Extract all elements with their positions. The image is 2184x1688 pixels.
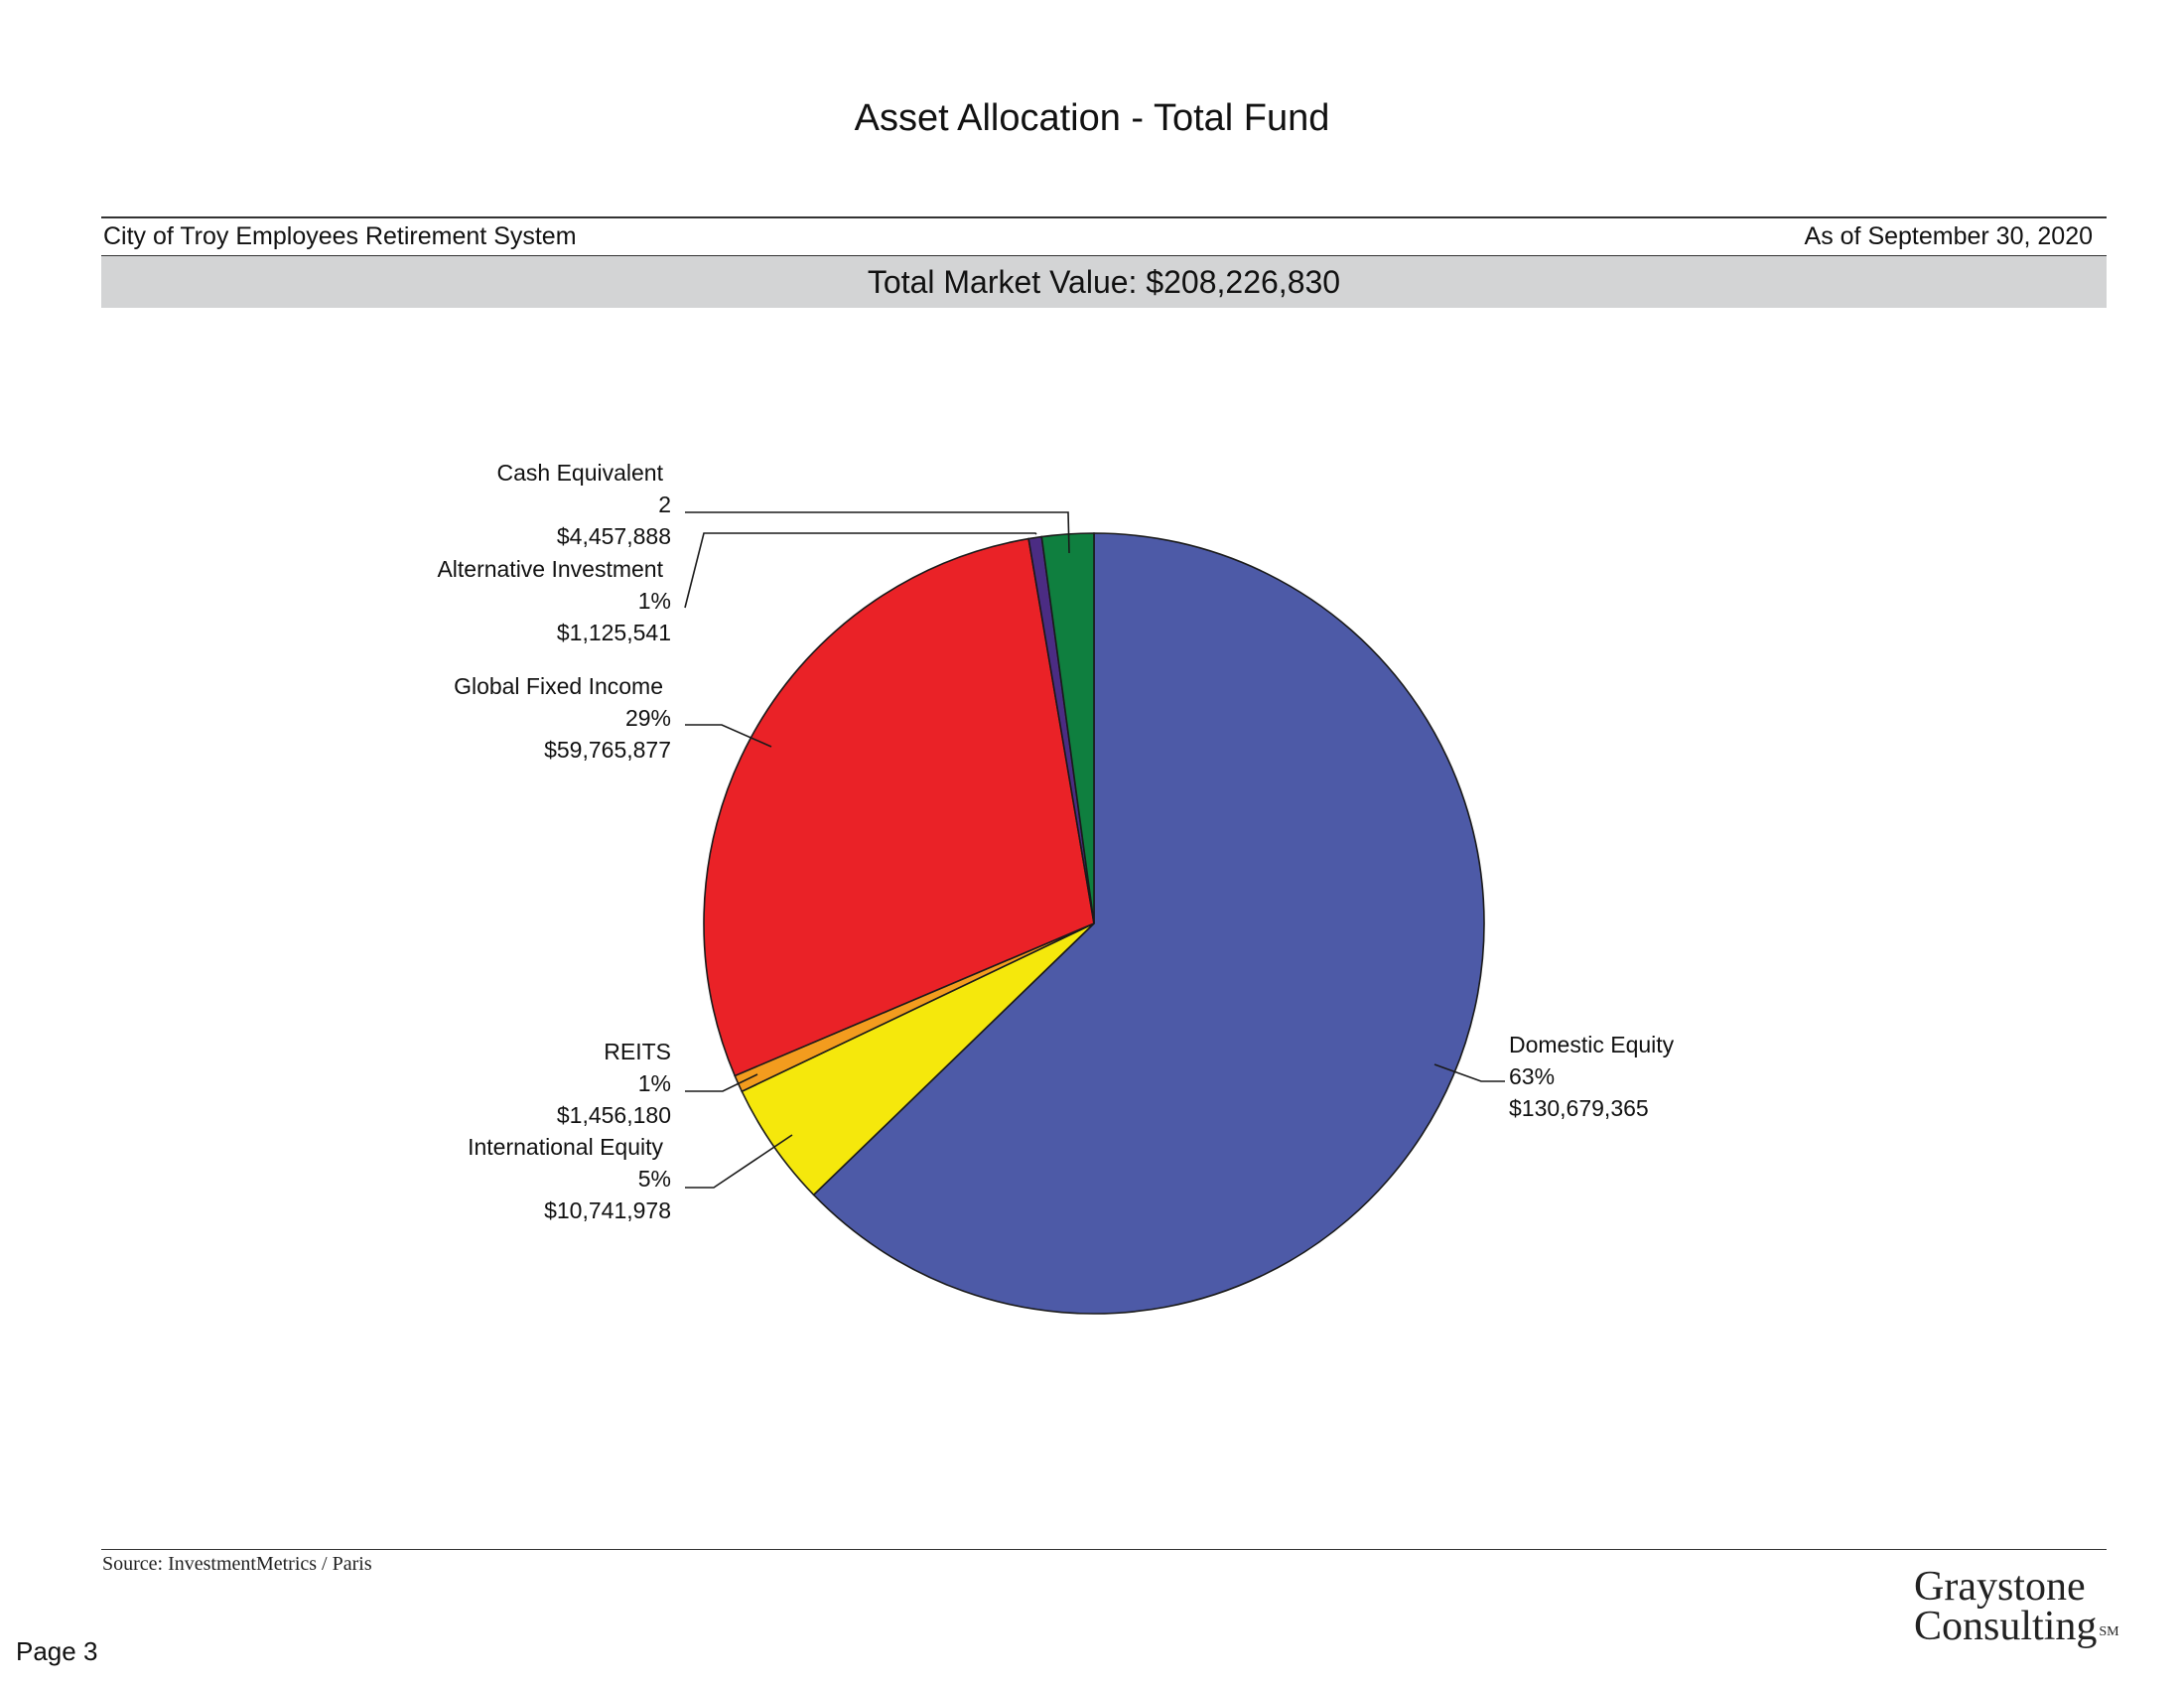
data-label-international-equity-name: International Equity: [468, 1134, 663, 1160]
data-label-international-equity-percent: 5%: [638, 1166, 671, 1192]
data-label-alternative-investment-name: Alternative Investment: [437, 556, 663, 582]
data-label-cash-equivalent-percent: 2: [658, 492, 671, 517]
source-note: Source: InvestmentMetrics / Paris: [102, 1553, 372, 1575]
data-label-global-fixed-income-name: Global Fixed Income: [454, 673, 663, 699]
data-label-alternative-investment-percent: 1%: [638, 588, 671, 614]
leader-line-international-equity: [685, 1134, 793, 1189]
pie-leader-lines: [684, 511, 1505, 1189]
footer-rule: [101, 1549, 2107, 1550]
data-label-global-fixed-income-percent: 29%: [625, 705, 671, 731]
header-top-rule: [101, 216, 2107, 218]
data-label-global-fixed-income-value: $59,765,877: [544, 737, 671, 763]
logo-service-mark: SM: [2099, 1624, 2119, 1639]
pie-slice-domestic-equity: [812, 532, 1485, 1315]
pie-labels: Domestic Equity 63% $130,679,365 Internatio…: [437, 460, 1674, 1223]
data-label-domestic-equity-value: $130,679,365: [1509, 1095, 1649, 1121]
data-label-international-equity-value: $10,741,978: [544, 1197, 671, 1223]
page-title: Asset Allocation - Total Fund: [854, 97, 1330, 139]
leader-line-global-fixed-income: [685, 724, 772, 748]
organization-name: City of Troy Employees Retirement System: [103, 222, 577, 250]
logo-line-2-text: Consulting: [1914, 1604, 2098, 1649]
page-number: Page 3: [16, 1636, 98, 1666]
data-label-cash-equivalent-value: $4,457,888: [557, 523, 671, 549]
data-label-reits-value: $1,456,180: [557, 1102, 671, 1128]
data-label-reits-name: REITS: [604, 1039, 671, 1064]
pie-slices: [703, 532, 1485, 1315]
data-label-reits-percent: 1%: [638, 1070, 671, 1096]
pie-slice-global-fixed-income: [703, 537, 1095, 1077]
total-market-value: Total Market Value: $208,226,830: [867, 263, 1341, 300]
leader-line-domestic-equity: [1433, 1063, 1505, 1082]
logo-line-1: Graystone: [1914, 1564, 2086, 1610]
total-market-value-band: Total Market Value: $208,226,830: [101, 256, 2107, 308]
pie-slice-cash-equivalent: [1040, 532, 1095, 924]
logo-line-2: Consulting SM: [1914, 1604, 2119, 1649]
data-label-domestic-equity-percent: 63%: [1509, 1063, 1555, 1089]
data-label-domestic-equity-name: Domestic Equity: [1509, 1032, 1675, 1057]
graystone-consulting-logo: Graystone Consulting SM: [1914, 1564, 2119, 1649]
data-label-alternative-investment-value: $1,125,541: [557, 620, 671, 645]
as-of-date: As of September 30, 2020: [1804, 222, 2093, 250]
data-label-cash-equivalent-name: Cash Equivalent: [497, 460, 664, 486]
leader-line-reits: [685, 1073, 758, 1092]
leader-line-alternative-investment: [684, 532, 1037, 609]
leader-line-cash-equivalent: [685, 511, 1070, 554]
